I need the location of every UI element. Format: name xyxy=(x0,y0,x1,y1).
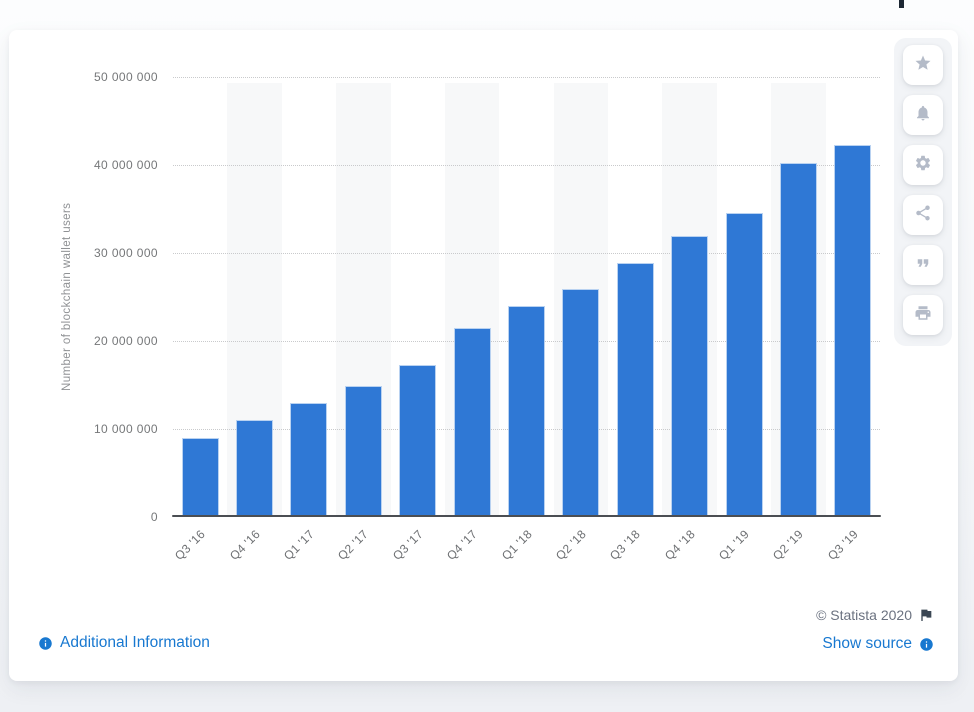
alert-button[interactable] xyxy=(903,95,943,135)
copyright-text: © Statista 2020 xyxy=(816,607,912,623)
bar-q3-19[interactable] xyxy=(834,144,872,517)
y-axis-title: Number of blockchain wallet users xyxy=(61,202,73,392)
show-source-link[interactable]: Show source xyxy=(822,635,934,653)
gridline xyxy=(173,77,880,78)
toolbar xyxy=(894,38,952,346)
favorite-button[interactable] xyxy=(903,45,943,85)
y-tick-label: 10 000 000 xyxy=(93,422,158,436)
share-icon xyxy=(914,204,932,227)
bar-q2-19[interactable] xyxy=(779,163,817,517)
gridline xyxy=(173,165,880,166)
bar-q3-18[interactable] xyxy=(616,262,654,517)
additional-information-link[interactable]: Additional Information xyxy=(38,634,210,652)
bar-q1-18[interactable] xyxy=(508,306,545,517)
info-icon xyxy=(919,637,934,652)
show-source-label: Show source xyxy=(822,635,912,652)
y-tick-label: 50 000 000 xyxy=(93,70,158,84)
truncated-page-title-fragment xyxy=(899,0,904,8)
info-icon xyxy=(38,636,53,651)
bar-q3-17[interactable] xyxy=(399,364,437,517)
y-tick-label: 30 000 000 xyxy=(93,246,158,260)
chart-card: Number of blockchain wallet users 0 10 00… xyxy=(9,30,958,681)
bar-q4-18[interactable] xyxy=(671,236,709,517)
bar-q1-19[interactable] xyxy=(725,212,763,517)
settings-button[interactable] xyxy=(903,145,943,185)
gridline xyxy=(173,253,880,254)
bar-q1-17[interactable] xyxy=(290,403,328,517)
additional-information-label: Additional Information xyxy=(60,634,210,651)
y-tick-label: 20 000 000 xyxy=(93,334,158,348)
bar-q3-16[interactable] xyxy=(181,438,219,517)
bar-q2-18[interactable] xyxy=(562,289,600,517)
star-icon xyxy=(914,54,932,77)
cite-button[interactable] xyxy=(903,245,943,285)
printer-icon xyxy=(914,304,932,327)
bar-q2-17[interactable] xyxy=(344,385,382,517)
y-tick-label: 40 000 000 xyxy=(93,158,158,172)
copyright-label: © Statista 2020 xyxy=(816,607,934,623)
y-tick-label: 0 xyxy=(150,510,158,524)
chart-plot-area xyxy=(173,77,880,517)
quote-icon xyxy=(914,254,932,277)
bell-icon xyxy=(914,104,932,127)
flag-icon xyxy=(918,607,934,623)
share-button[interactable] xyxy=(903,195,943,235)
gear-icon xyxy=(914,154,932,177)
print-button[interactable] xyxy=(903,295,943,335)
bar-q4-17[interactable] xyxy=(453,327,491,517)
bar-q4-16[interactable] xyxy=(236,420,274,517)
x-axis-line xyxy=(172,515,881,517)
